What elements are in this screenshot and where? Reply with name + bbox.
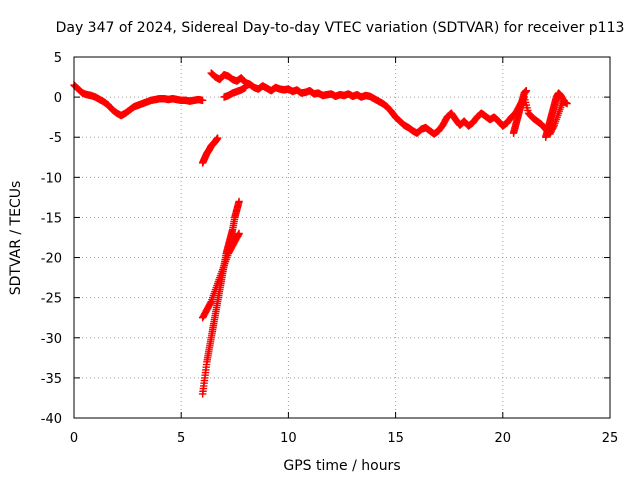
- data-point: [241, 83, 250, 92]
- y-tick-label: -35: [41, 372, 62, 387]
- y-tick-label: -10: [41, 171, 62, 186]
- data-point: [522, 86, 531, 95]
- data-point: [198, 96, 207, 105]
- x-tick-label: 15: [387, 431, 404, 446]
- data-layer: [70, 69, 571, 398]
- y-tick-label: -20: [41, 252, 62, 267]
- series-track-b: [198, 134, 222, 167]
- series-track-a: [70, 81, 207, 120]
- x-tick-label: 0: [70, 431, 78, 446]
- data-point: [213, 134, 222, 142]
- y-tick-label: -30: [41, 332, 62, 347]
- x-tick-label: 25: [602, 431, 619, 446]
- y-tick-label: -25: [41, 292, 62, 307]
- series-track-f: [220, 83, 250, 101]
- series-track-i: [541, 89, 567, 141]
- x-tick-label: 5: [177, 431, 185, 446]
- chart-title: Day 347 of 2024, Sidereal Day-to-day VTE…: [56, 20, 625, 36]
- data-point: [235, 197, 243, 206]
- x-axis-label: GPS time / hours: [283, 458, 400, 474]
- series-track-e: [207, 69, 400, 121]
- y-tick-label: -5: [49, 131, 62, 146]
- y-tick-label: 5: [54, 51, 62, 66]
- data-point: [563, 99, 571, 108]
- y-axis-label: SDTVAR / TECUs: [8, 181, 24, 296]
- tick-layer: 0 5 10 15 20 25 5 0 -5 -10 -15 -20 -25 -30 -35 -40: [41, 51, 619, 446]
- y-tick-label: -40: [41, 412, 62, 427]
- x-tick-label: 10: [280, 431, 297, 446]
- series-track-d: [198, 229, 243, 322]
- x-tick-label: 20: [495, 431, 512, 446]
- data-point: [235, 229, 243, 238]
- series-track-h: [509, 86, 531, 137]
- y-tick-label: 0: [54, 91, 62, 106]
- y-tick-label: -15: [41, 211, 62, 226]
- series-track-g: [391, 93, 571, 138]
- plot-frame: [73, 56, 611, 419]
- data-point: [559, 95, 567, 104]
